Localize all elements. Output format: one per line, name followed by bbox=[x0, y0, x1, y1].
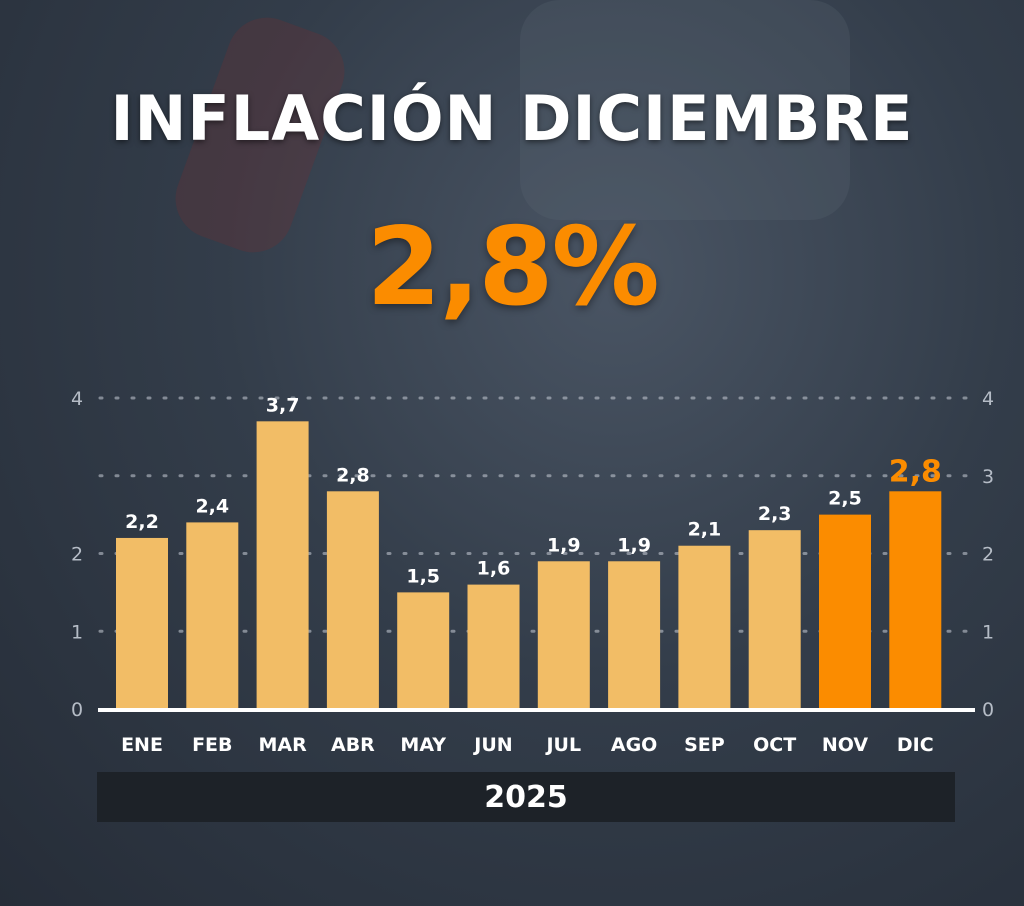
x-tick-label: ABR bbox=[331, 734, 375, 756]
x-tick-label: MAR bbox=[258, 734, 307, 756]
x-tick-label: NOV bbox=[822, 734, 869, 756]
bar-ago bbox=[608, 561, 661, 709]
data-label: 2,4 bbox=[195, 495, 229, 517]
headline-value: 2,8% bbox=[366, 205, 660, 330]
x-tick-label: ENE bbox=[121, 734, 163, 756]
left-tick-label: 1 bbox=[71, 621, 83, 643]
data-label: 2,2 bbox=[125, 511, 159, 533]
right-tick-label: 0 bbox=[982, 699, 994, 721]
data-label: 2,8 bbox=[889, 454, 942, 489]
data-label: 3,7 bbox=[266, 394, 300, 416]
page-title: INFLACIÓN DICIEMBRE bbox=[110, 82, 914, 155]
bar-oct bbox=[748, 530, 801, 709]
bar-abr bbox=[326, 491, 379, 709]
data-label: 1,9 bbox=[547, 534, 581, 556]
data-label: 2,8 bbox=[336, 464, 370, 486]
x-tick-label: AGO bbox=[611, 734, 657, 756]
data-label: 2,3 bbox=[758, 503, 792, 525]
x-tick-label: JUN bbox=[472, 734, 512, 756]
x-tick-label: DIC bbox=[897, 734, 934, 756]
bar-feb bbox=[186, 522, 239, 709]
bar-jun bbox=[467, 584, 520, 709]
x-tick-label: MAY bbox=[400, 734, 446, 756]
bar-may bbox=[397, 592, 450, 709]
data-label: 1,5 bbox=[406, 565, 440, 587]
bar-nov bbox=[819, 514, 871, 709]
x-tick-label: OCT bbox=[753, 734, 796, 756]
left-tick-label: 2 bbox=[71, 544, 83, 566]
right-tick-label: 1 bbox=[982, 621, 994, 643]
right-tick-label: 2 bbox=[982, 544, 994, 566]
bar-mar bbox=[256, 421, 309, 709]
bar-ene bbox=[116, 537, 168, 709]
right-tick-label: 3 bbox=[982, 466, 994, 488]
bar-sep bbox=[678, 545, 731, 709]
right-tick-label: 4 bbox=[982, 388, 994, 410]
bar-jul bbox=[537, 561, 590, 709]
data-label: 2,1 bbox=[688, 519, 722, 541]
background-shape bbox=[520, 0, 850, 220]
data-label: 1,9 bbox=[617, 534, 651, 556]
left-tick-label: 0 bbox=[71, 699, 83, 721]
x-tick-label: JUL bbox=[544, 734, 581, 756]
bar-dic bbox=[889, 491, 942, 709]
x-tick-label: SEP bbox=[684, 734, 725, 756]
year-label: 2025 bbox=[97, 772, 955, 822]
left-tick-label: 4 bbox=[71, 388, 83, 410]
x-tick-label: FEB bbox=[192, 734, 232, 756]
data-label: 1,6 bbox=[477, 558, 511, 580]
data-label: 2,5 bbox=[828, 488, 862, 510]
